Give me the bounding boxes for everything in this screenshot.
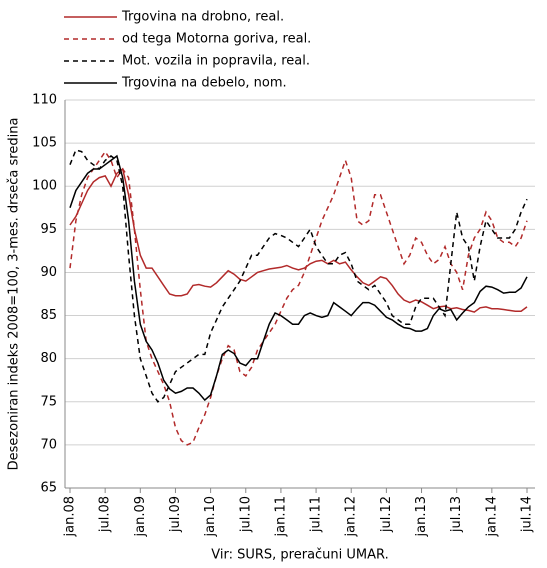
x-tick-label: jan.14 (484, 496, 499, 538)
legend-label: Trgovina na debelo, nom. (121, 76, 287, 91)
x-tick-label: jul.14 (520, 496, 535, 533)
line-series (69, 150, 528, 446)
legend-label: Trgovina na drobno, real. (121, 10, 284, 25)
x-tick-label: jul.11 (309, 496, 324, 533)
y-tick-label: 70 (40, 437, 57, 452)
y-tick-label: 75 (40, 394, 57, 409)
y-tick-label: 80 (40, 351, 57, 366)
source-note: Vir: SURS, preračuni UMAR. (211, 548, 388, 563)
line-series (69, 167, 528, 313)
y-tick-label: 105 (32, 136, 57, 151)
line-series (69, 154, 528, 402)
x-tick-label: jan.12 (344, 496, 359, 538)
x-tick-label: jan.13 (414, 496, 429, 538)
x-tick-label: jan.08 (63, 496, 78, 538)
y-tick-label: 100 (32, 179, 57, 194)
y-tick-label: 65 (40, 481, 57, 496)
legend-label: od tega Motorna goriva, real. (122, 32, 311, 47)
line-series (69, 149, 528, 403)
x-tick-label: jul.10 (238, 496, 253, 533)
x-tick-label: jan.11 (273, 496, 288, 538)
x-tick-label: jul.09 (168, 496, 183, 533)
y-tick-label: 95 (40, 222, 57, 237)
legend-label: Mot. vozila in popravila, real. (122, 54, 310, 69)
y-tick-label: 90 (40, 265, 57, 280)
y-tick-label: 110 (32, 93, 57, 108)
x-tick-label: jul.13 (449, 496, 464, 533)
y-tick-label: 85 (40, 308, 57, 323)
x-tick-label: jul.08 (98, 496, 113, 533)
x-tick-label: jul.12 (379, 496, 394, 533)
y-axis-label: Desezoniran indeks 2008=100, 3-mes. drse… (7, 118, 22, 471)
x-tick-label: jan.09 (133, 496, 148, 538)
x-tick-label: jan.10 (203, 496, 218, 538)
